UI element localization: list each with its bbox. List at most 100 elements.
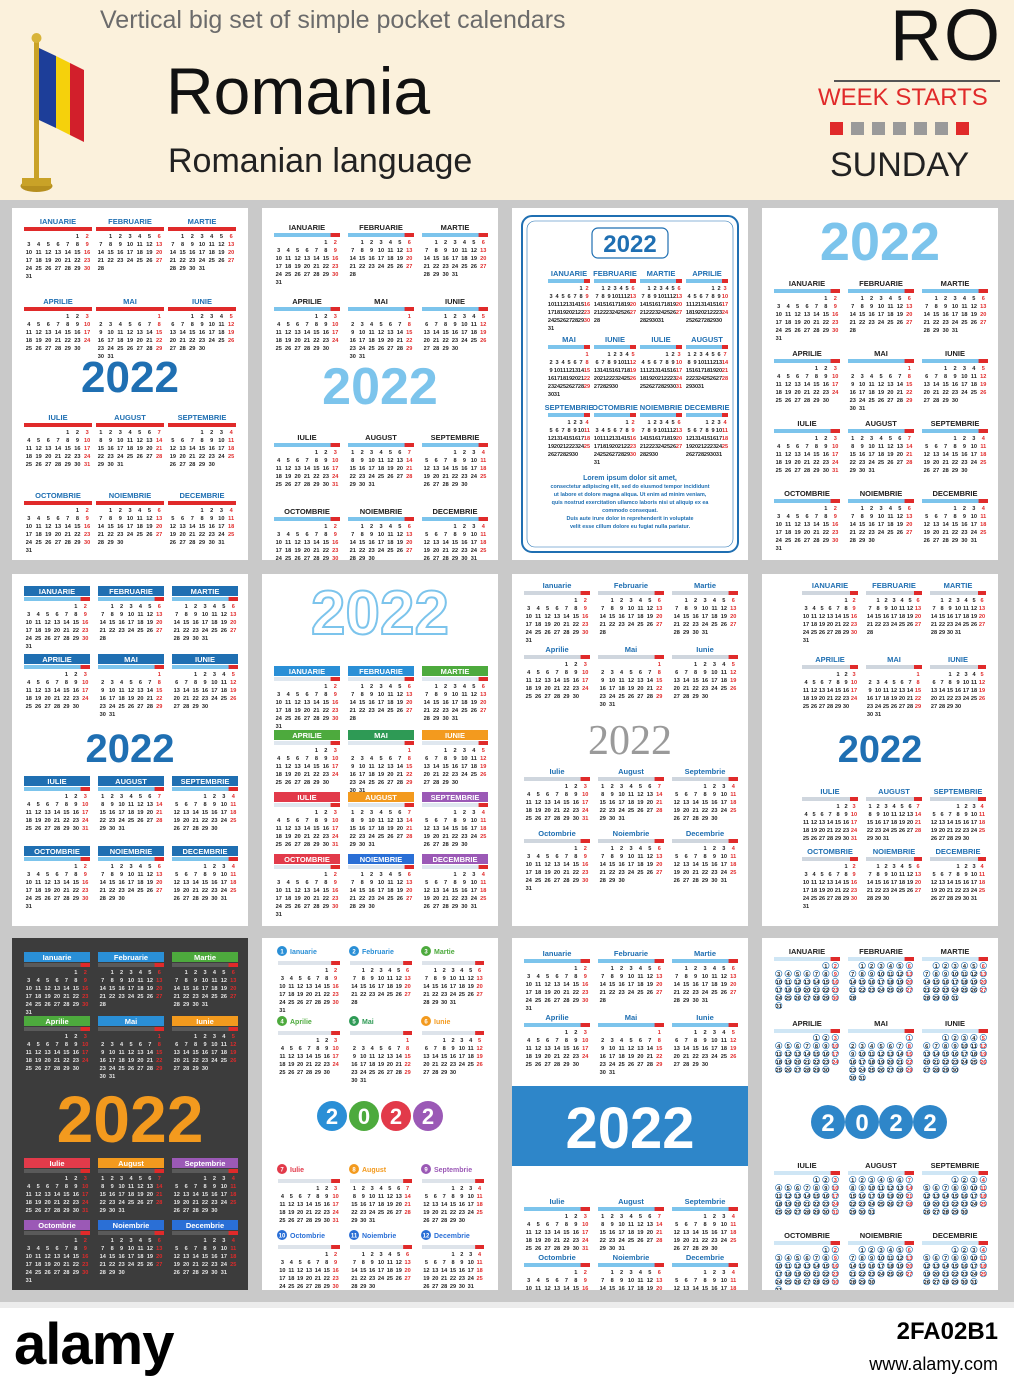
day-number: 8 — [362, 976, 365, 982]
day-number: 9 — [956, 680, 959, 686]
day-number: 29 — [952, 538, 958, 544]
day-number: 5 — [561, 294, 564, 300]
day-number: 17 — [526, 622, 532, 628]
day-number: 24 — [628, 870, 635, 876]
day-number: 18 — [554, 310, 560, 316]
day-number: 30 — [947, 630, 953, 636]
day-number: 27 — [907, 828, 913, 834]
day-number: 24 — [368, 834, 375, 840]
day-number: 17 — [26, 888, 32, 894]
day-number: 2 — [362, 1186, 365, 1192]
day-number: 1 — [567, 420, 570, 426]
day-number: 14 — [55, 446, 62, 452]
day-number: 8 — [408, 756, 411, 762]
day-number: 5 — [469, 968, 472, 974]
day-number: 17 — [332, 826, 338, 832]
month-name: OCTOMBRIE — [284, 855, 330, 864]
day-number: 12 — [297, 1268, 303, 1274]
day-number: 25 — [118, 704, 124, 710]
day-number: 26 — [674, 1246, 680, 1252]
day-number: 11 — [730, 792, 736, 798]
day-number: 8 — [844, 606, 847, 612]
month-name: IANUARIE — [551, 269, 587, 278]
day-number: 1 — [109, 508, 112, 514]
day-number: 23 — [450, 1062, 456, 1068]
day-number: 26 — [288, 1070, 294, 1076]
day-number: 19 — [878, 1060, 884, 1066]
day-number: 13 — [228, 242, 234, 248]
day-number: 4 — [641, 360, 645, 366]
day-number: 31 — [676, 384, 682, 390]
day-number: 9 — [460, 1194, 463, 1200]
day-number: 17 — [526, 990, 532, 996]
day-number: 13 — [397, 818, 403, 824]
day-number: 1 — [408, 748, 411, 754]
day-number: 19 — [891, 696, 897, 702]
day-number: 5 — [397, 1252, 400, 1258]
day-number: 6 — [805, 514, 808, 520]
day-number: 11 — [535, 862, 541, 868]
day-number: 8 — [435, 248, 438, 254]
day-number: 23 — [211, 888, 217, 894]
day-number: 27 — [156, 628, 162, 634]
day-number: 27 — [554, 998, 560, 1004]
day-number: 11 — [288, 984, 294, 990]
day-number: 5 — [46, 872, 49, 878]
day-number: 26 — [137, 818, 143, 824]
day-number: 22 — [843, 888, 849, 894]
sunday-marker — [654, 777, 664, 781]
day-number: 17 — [378, 700, 384, 706]
day-number: 24 — [221, 888, 228, 894]
day-number: 5 — [398, 524, 401, 530]
day-number: 21 — [433, 772, 439, 778]
day-number: 6 — [47, 322, 50, 328]
day-number: 25 — [468, 1062, 474, 1068]
day-number: 9 — [653, 294, 656, 300]
day-number: 21 — [827, 828, 833, 834]
day-number: 14 — [179, 330, 186, 336]
day-number: 31 — [118, 1208, 124, 1214]
day-number: 14 — [304, 330, 311, 336]
day-number: 27 — [924, 398, 930, 404]
day-number: 6 — [658, 1270, 661, 1276]
weekday-strip — [672, 777, 738, 781]
day-number: 3 — [334, 1038, 337, 1044]
day-number: 11 — [218, 322, 224, 328]
day-number: 18 — [459, 984, 465, 990]
day-number: 28 — [424, 272, 430, 278]
day-number: 3 — [111, 1042, 114, 1048]
day-number: 6 — [908, 804, 911, 810]
day-number: 21 — [192, 888, 198, 894]
day-number: 10 — [128, 978, 134, 984]
day-number: 11 — [36, 524, 42, 530]
day-number: 7 — [307, 1046, 310, 1052]
day-number: 16 — [117, 524, 123, 530]
day-number: 9 — [549, 368, 552, 374]
day-number: 3 — [379, 524, 382, 530]
day-number: 11 — [369, 764, 375, 770]
day-number: 26 — [710, 376, 716, 382]
day-number: 19 — [878, 390, 884, 396]
day-number: 24 — [618, 808, 625, 814]
day-number: 6 — [185, 872, 188, 878]
day-number: 3 — [777, 972, 780, 978]
day-number: 7 — [444, 880, 447, 886]
day-number: 28 — [350, 272, 356, 278]
day-number: 30 — [109, 1208, 115, 1214]
day-number: 26 — [170, 540, 176, 546]
day-number: 3 — [27, 516, 30, 522]
day-number: 1 — [316, 1186, 319, 1192]
day-number: 6 — [482, 240, 485, 246]
sunday-marker — [330, 517, 340, 521]
day-number: 3 — [834, 436, 837, 442]
day-number: 1 — [703, 1270, 706, 1276]
day-number: 16 — [359, 826, 365, 832]
day-number: 8 — [647, 428, 650, 434]
day-number: 8 — [76, 516, 79, 522]
day-number: 4 — [870, 374, 874, 380]
day-number: 9 — [371, 1260, 374, 1266]
day-number: 12 — [35, 1050, 41, 1056]
